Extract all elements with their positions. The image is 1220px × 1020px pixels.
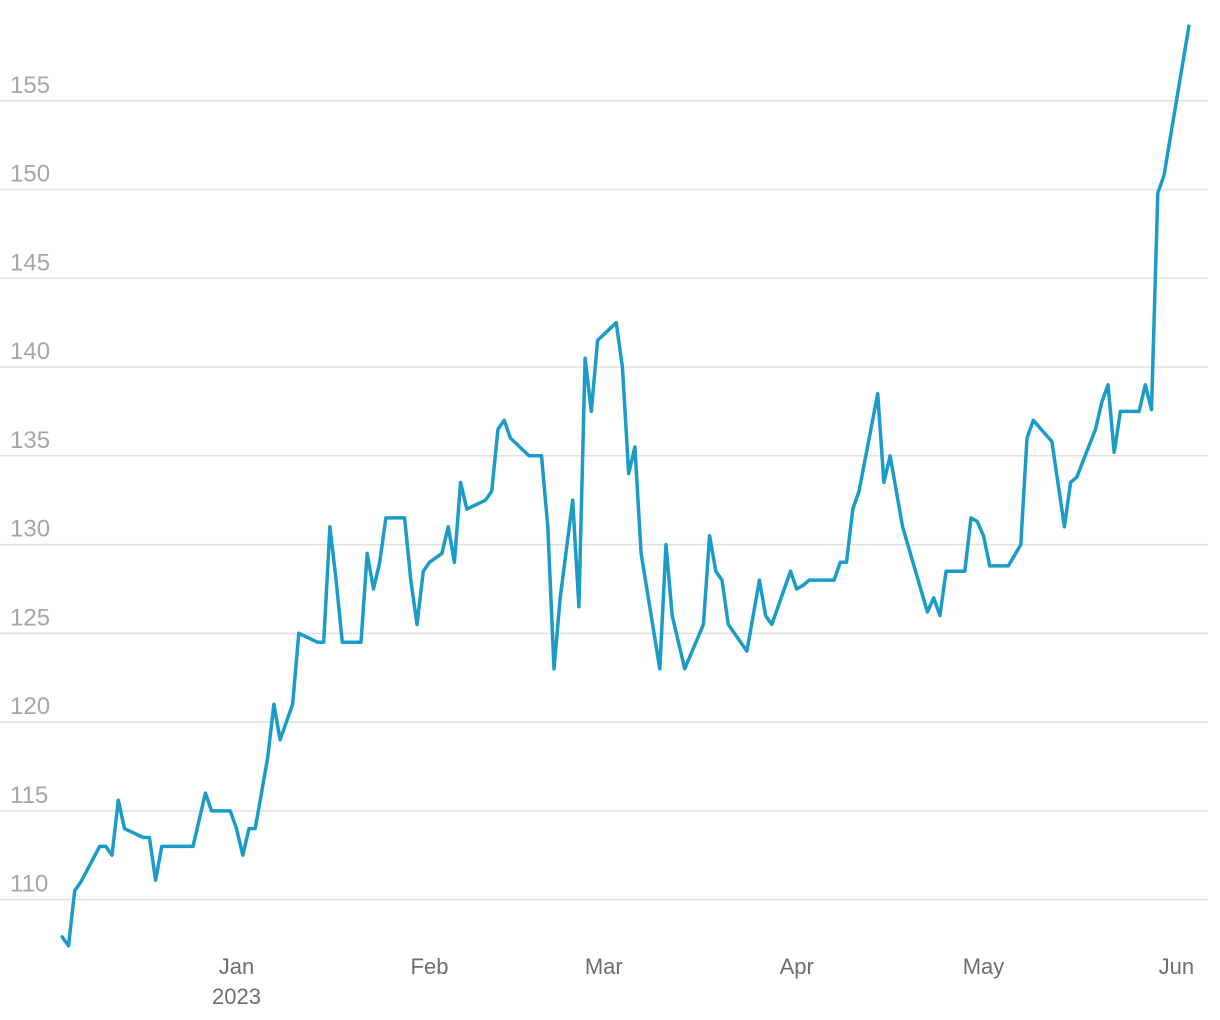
y-axis-tick-labels: 110 115 120 125 130 135 140 145 150 155 [10,72,50,898]
y-tick-label: 145 [10,249,50,276]
x-tick-label: Jun [1159,954,1194,979]
x-tick-sublabel: 2023 [212,984,261,1009]
x-tick-label: Jan [219,954,254,979]
x-tick-label: Mar [585,954,623,979]
y-tick-label: 130 [10,516,50,543]
y-tick-label: 120 [10,693,50,720]
y-tick-label: 140 [10,338,50,365]
x-axis-tick-labels: Jan 2023 Feb Mar Apr May Jun [212,954,1194,1009]
x-tick-label: May [963,954,1005,979]
x-tick-label: Apr [780,954,814,979]
series-lines [60,24,1191,948]
y-tick-label: 155 [10,72,50,99]
series-line-0 [60,24,1191,948]
y-tick-label: 150 [10,161,50,188]
y-tick-label: 110 [10,871,48,898]
y-tick-label: 115 [10,782,48,809]
y-tick-label: 135 [10,427,50,454]
y-tick-label: 125 [10,604,50,631]
x-tick-label: Feb [411,954,449,979]
gridlines [0,100,1208,901]
